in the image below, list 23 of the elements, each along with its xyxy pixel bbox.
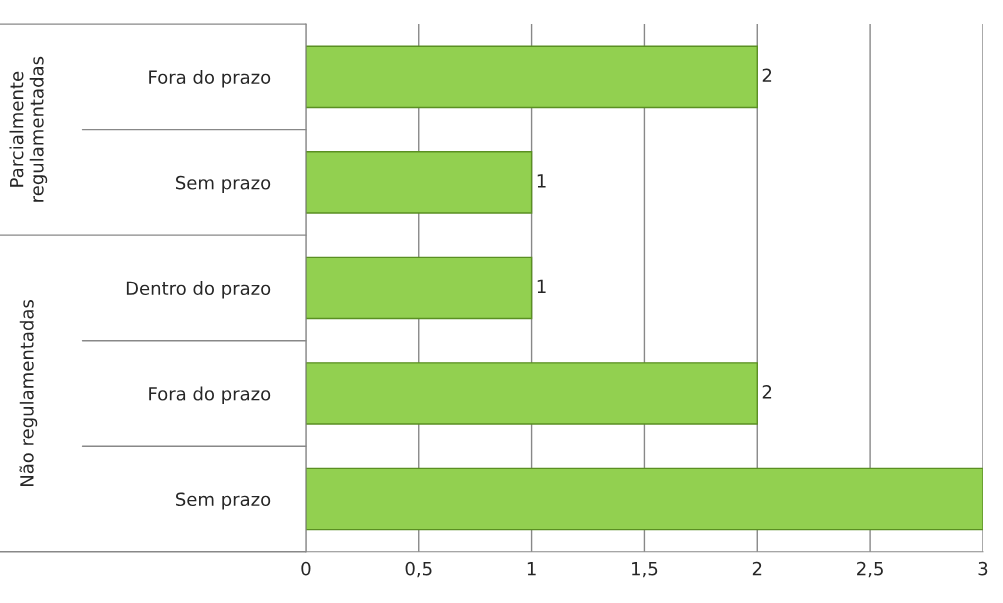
y-tick-label: Fora do prazo — [149, 70, 271, 88]
bar — [305, 45, 758, 109]
text: Não regulamentadas — [19, 300, 38, 487]
x-tick-label: 2,5 — [857, 561, 883, 578]
text: Parcialmente regulamentadas — [9, 56, 48, 202]
data-label: 2 — [762, 385, 772, 399]
x-tick-label: 2 — [752, 561, 762, 576]
bar — [305, 467, 983, 531]
data-label: 2 — [762, 68, 772, 82]
x-tick-label: 0 — [301, 561, 311, 576]
x-tick-label: 3 — [978, 561, 988, 576]
bar — [305, 362, 758, 425]
y-tick-label: Sem prazo — [176, 492, 271, 510]
bar — [305, 256, 533, 320]
x-tick-label: 0,5 — [405, 561, 432, 578]
data-label: 1 — [537, 174, 546, 188]
x-tick-label: 1,5 — [632, 562, 658, 578]
y-tick-label: Dentro do prazo — [126, 281, 271, 299]
y-tick-label: Sem prazo — [176, 175, 271, 194]
bar — [305, 151, 533, 214]
data-label: 1 — [537, 279, 546, 293]
x-tick-label: 1 — [527, 562, 536, 576]
y-tick-label: Fora do prazo — [149, 386, 271, 405]
